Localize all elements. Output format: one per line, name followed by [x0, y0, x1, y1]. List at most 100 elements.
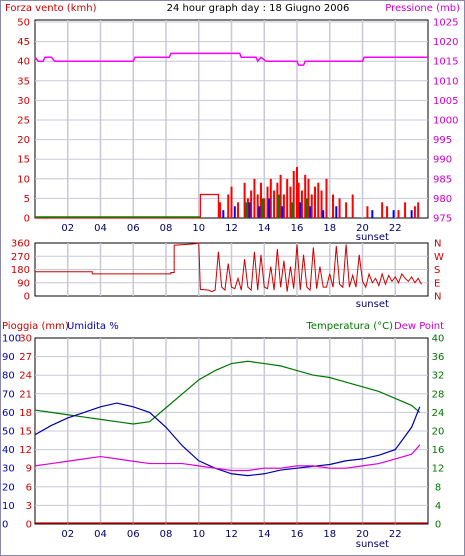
- wind-ytick-0: 0: [24, 214, 30, 225]
- rain-ytick-15: 15: [19, 427, 32, 438]
- direction-line: [35, 242, 422, 293]
- direction-ytick-0: 0: [24, 292, 30, 303]
- wind-bar: [276, 182, 279, 218]
- rain-ytick-3: 3: [26, 501, 32, 512]
- direction-compass-W-1: W: [434, 252, 444, 263]
- wind-bar: [259, 182, 262, 218]
- humidity-ytick-90: 90: [2, 352, 15, 363]
- direction-compass-N-4: N: [434, 292, 441, 303]
- wind-bar: [230, 186, 233, 218]
- wind-ytick-50: 50: [17, 18, 30, 29]
- sunset-label: sunset: [356, 539, 389, 550]
- wind-bar: [332, 194, 335, 218]
- gust-blue-bar: [222, 210, 225, 218]
- wind-bar: [292, 170, 295, 218]
- temp-xtick-20: 20: [356, 529, 369, 540]
- gust-blue-bar: [335, 206, 338, 218]
- temp-xtick-08: 08: [160, 529, 173, 540]
- wind-bar: [300, 190, 303, 218]
- series-line-temperatura: [34, 360, 421, 425]
- wind-bar: [243, 182, 246, 218]
- wind-bar: [227, 194, 230, 218]
- direction-ytick-270: 270: [11, 252, 30, 263]
- temperature-axis-title: Temperatura (°C): [305, 321, 393, 332]
- wind-bar: [273, 190, 276, 218]
- temp-ytick-4: 4: [435, 501, 441, 512]
- temp-ytick-20: 20: [432, 427, 445, 438]
- humidity-ytick-0: 0: [2, 520, 8, 531]
- wind-ytick-15: 15: [17, 155, 30, 166]
- gust-blue-bar: [309, 206, 312, 218]
- rain-ytick-9: 9: [26, 464, 32, 475]
- dewpoint-axis-title: Dew Point: [394, 321, 444, 332]
- temp-ytick-8: 8: [435, 482, 441, 493]
- gust-green-bar: [245, 202, 248, 218]
- humidity-axis-title: Umidita %: [67, 321, 119, 332]
- wind-bar: [237, 202, 240, 218]
- humidity-ytick-80: 80: [2, 371, 15, 382]
- pressure-ytick-1000: 1000: [433, 116, 458, 127]
- wind-ytick-40: 40: [17, 57, 30, 68]
- wind-bar: [325, 178, 328, 218]
- wind-bar: [296, 167, 298, 218]
- wind-bar: [317, 182, 320, 218]
- wind-pressure-panel: 0510152025303540455097598098599099510001…: [17, 18, 458, 244]
- wind-bar: [404, 202, 407, 218]
- gust-green-bar: [261, 198, 264, 218]
- wind-bar: [304, 174, 307, 218]
- pressure-ytick-1015: 1015: [433, 57, 458, 68]
- gust-blue-bar: [258, 206, 261, 218]
- temp-xtick-04: 04: [94, 529, 107, 540]
- humidity-ytick-60: 60: [2, 408, 15, 419]
- wind-step-outline: [35, 193, 219, 219]
- gust-blue-bar: [233, 206, 236, 218]
- wind-bar: [289, 186, 292, 218]
- wind-bar: [279, 174, 282, 218]
- gust-blue-bar: [299, 202, 302, 218]
- rain-ytick-18: 18: [19, 408, 32, 419]
- wind-xtick-02: 02: [61, 223, 74, 234]
- temp-ytick-12: 12: [432, 464, 445, 475]
- wind-xtick-08: 08: [160, 223, 173, 234]
- wind-xtick-04: 04: [94, 223, 107, 234]
- wind-bar: [282, 194, 285, 218]
- pressure-line: [34, 52, 428, 66]
- pressure-ytick-995: 995: [433, 135, 452, 146]
- temp-xtick-10: 10: [192, 529, 205, 540]
- pressure-ytick-990: 990: [433, 155, 452, 166]
- wind-bar: [386, 206, 389, 218]
- wind-ytick-5: 5: [24, 194, 30, 205]
- chart-title: 24 hour graph day : 18 Giugno 2006: [167, 3, 350, 14]
- temp-xtick-22: 22: [389, 529, 402, 540]
- temp-xtick-02: 02: [61, 529, 74, 540]
- wind-bar: [266, 186, 269, 218]
- series-line-umidita: [34, 402, 421, 477]
- wind-bar: [256, 194, 259, 218]
- wind-bar: [320, 190, 323, 218]
- wind-bar: [307, 178, 310, 218]
- wind-ytick-25: 25: [17, 116, 30, 127]
- temp-xtick-18: 18: [323, 529, 336, 540]
- wind-bar: [286, 178, 289, 218]
- direction-compass-S-2: S: [434, 265, 440, 276]
- humidity-ytick-100: 100: [2, 334, 21, 345]
- sunset-label: sunset: [356, 232, 389, 243]
- wind-bar: [345, 202, 348, 218]
- wind-bar: [297, 182, 300, 218]
- direction-ytick-180: 180: [11, 265, 30, 276]
- temp-xtick-12: 12: [225, 529, 238, 540]
- wind-bar: [310, 194, 313, 218]
- temp-ytick-36: 36: [432, 352, 445, 363]
- wind-bar: [250, 190, 253, 218]
- humidity-ytick-50: 50: [2, 427, 15, 438]
- temp-ytick-32: 32: [432, 371, 445, 382]
- gust-blue-bar: [371, 210, 374, 218]
- humidity-ytick-40: 40: [2, 445, 15, 456]
- temperature-humidity-panel: 0102030405060708090100036912151821242730…: [2, 334, 444, 551]
- temp-ytick-0: 0: [435, 520, 441, 531]
- direction-compass-N-0: N: [434, 239, 441, 250]
- wind-axis-title: Forza vento (kmh): [5, 3, 97, 14]
- gust-blue-bar: [268, 198, 271, 218]
